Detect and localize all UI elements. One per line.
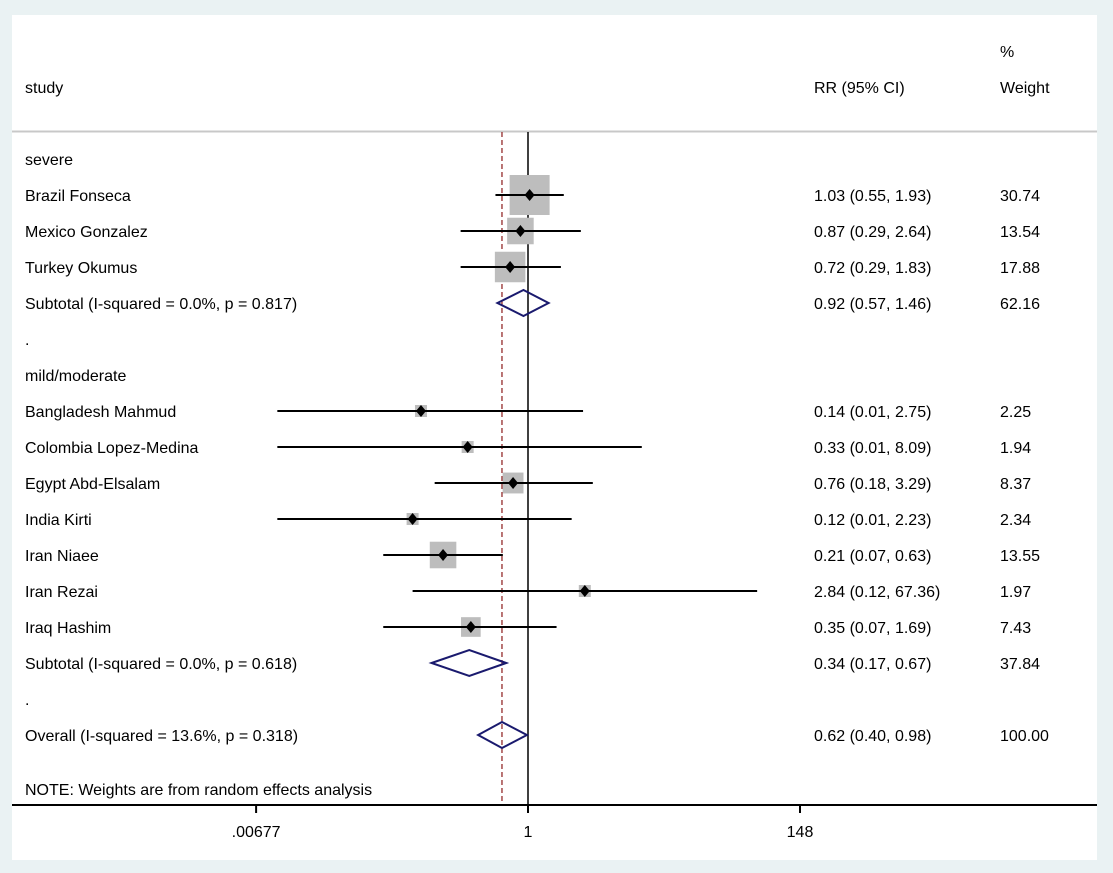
point-estimate-marker (524, 189, 535, 201)
group-label: severe (25, 152, 73, 169)
weight-value: 30.74 (1000, 188, 1040, 205)
weight-value: 8.37 (1000, 476, 1031, 493)
weight-value: 17.88 (1000, 260, 1040, 277)
weight-value: 2.34 (1000, 512, 1031, 529)
subtotal-label: Subtotal (I-squared = 0.0%, p = 0.817) (25, 296, 297, 313)
effect-ci-value: 0.12 (0.01, 2.23) (814, 512, 931, 529)
effect-ci-value: 0.21 (0.07, 0.63) (814, 548, 931, 565)
study-label: Bangladesh Mahmud (25, 404, 176, 421)
x-axis-tick-label: 148 (787, 824, 814, 841)
weights-note: NOTE: Weights are from random effects an… (25, 782, 372, 799)
point-estimate-marker (508, 477, 519, 489)
effect-ci-value: 1.03 (0.55, 1.93) (814, 188, 931, 205)
forest-plot: study RR (95% CI)% Weight severe Brazil Fon… (12, 44, 1097, 841)
weight-value: 13.55 (1000, 548, 1040, 565)
point-estimate-marker (438, 549, 449, 561)
weight-value: 100.00 (1000, 728, 1049, 745)
weight-value: 2.25 (1000, 404, 1031, 421)
point-estimate-marker (515, 225, 526, 237)
point-estimate-marker (407, 513, 418, 525)
header-weight-percent: % (1000, 44, 1014, 61)
study-label: Egypt Abd-Elsalam (25, 476, 160, 493)
effect-ci-value: 2.84 (0.12, 67.36) (814, 584, 940, 601)
weight-value: 13.54 (1000, 224, 1040, 241)
effect-ci-value: 0.34 (0.17, 0.67) (814, 656, 931, 673)
point-estimate-marker (579, 585, 590, 597)
study-label: Mexico Gonzalez (25, 224, 148, 241)
subtotal-label: Subtotal (I-squared = 0.0%, p = 0.618) (25, 656, 297, 673)
subtotal-diamond (428, 648, 510, 678)
weight-value: 62.16 (1000, 296, 1040, 313)
study-label: Turkey Okumus (25, 260, 137, 277)
point-estimate-marker (505, 261, 516, 273)
study-label: Iraq Hashim (25, 620, 111, 637)
header-effect-label: RR (95% CI) (814, 80, 905, 97)
study-label: Brazil Fonseca (25, 188, 131, 205)
effect-ci-value: 0.76 (0.18, 3.29) (814, 476, 931, 493)
effect-ci-value: 0.92 (0.57, 1.46) (814, 296, 931, 313)
point-estimate-marker (465, 621, 476, 633)
study-label: India Kirti (25, 512, 92, 529)
header-study-label: study (25, 80, 63, 97)
point-estimate-marker (462, 441, 473, 453)
effect-ci-value: 0.62 (0.40, 0.98) (814, 728, 931, 745)
spacer-label: . (25, 692, 29, 709)
effect-ci-value: 0.87 (0.29, 2.64) (814, 224, 931, 241)
header-weight-label: Weight (1000, 80, 1050, 97)
subtotal-diamond (495, 288, 551, 318)
x-axis-tick-label: 1 (524, 824, 533, 841)
weight-value: 1.97 (1000, 584, 1031, 601)
spacer-label: . (25, 332, 29, 349)
overall-label: Overall (I-squared = 13.6%, p = 0.318) (25, 728, 298, 745)
x-axis-tick-label: .00677 (232, 824, 281, 841)
weight-value: 37.84 (1000, 656, 1040, 673)
study-label: Iran Niaee (25, 548, 99, 565)
weight-value: 7.43 (1000, 620, 1031, 637)
weight-value: 1.94 (1000, 440, 1031, 457)
group-label: mild/moderate (25, 368, 126, 385)
effect-ci-value: 0.33 (0.01, 8.09) (814, 440, 931, 457)
effect-ci-value: 0.72 (0.29, 1.83) (814, 260, 931, 277)
overall-diamond (476, 720, 530, 750)
plot-area: study RR (95% CI)% Weight severe Brazil Fon… (12, 15, 1097, 860)
effect-ci-value: 0.35 (0.07, 1.69) (814, 620, 931, 637)
effect-ci-value: 0.14 (0.01, 2.75) (814, 404, 931, 421)
point-estimate-marker (415, 405, 426, 417)
study-label: Iran Rezai (25, 584, 98, 601)
study-label: Colombia Lopez-Medina (25, 440, 199, 457)
